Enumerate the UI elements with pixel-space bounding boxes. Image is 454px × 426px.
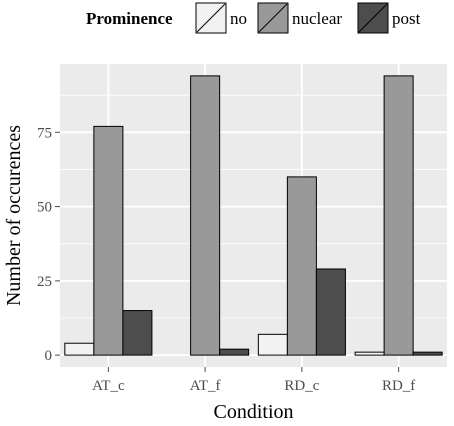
bar-nuclear-AT_c (93, 125, 124, 356)
legend-key-diagonal (258, 3, 288, 33)
legend: Prominence no nuclear post (86, 2, 421, 34)
legend-key-diagonal (358, 3, 388, 33)
legend-item-nuclear: nuclear (257, 2, 342, 34)
bar-nuclear-AT_f (190, 75, 221, 356)
y-axis: 0 25 50 75 (37, 125, 60, 364)
legend-item-post: post (357, 2, 421, 34)
bar-post-AT_c (122, 310, 153, 356)
x-tick-label: RD_c (284, 378, 319, 394)
legend-item-no: no (195, 2, 247, 34)
bar-no-RD_f (354, 351, 385, 356)
y-tick-label: 50 (37, 200, 52, 216)
y-tick-label: 25 (37, 274, 52, 290)
x-axis: AT_c AT_f RD_c RD_f (92, 367, 415, 394)
x-tick-label: AT_c (92, 378, 125, 394)
bars (64, 75, 443, 356)
legend-label-nuclear: nuclear (292, 9, 342, 28)
legend-key-diagonal (196, 3, 226, 33)
legend-title: Prominence (86, 9, 173, 28)
bar-post-RD_f (412, 351, 443, 356)
x-tick-label: AT_f (190, 378, 221, 394)
legend-label-post: post (392, 9, 421, 28)
bar-no-RD_c (257, 333, 288, 356)
bar-post-RD_c (315, 268, 346, 356)
bar-nuclear-RD_f (383, 75, 414, 356)
bar-post-AT_f (219, 348, 250, 356)
legend-label-no: no (230, 9, 247, 28)
y-tick-label: 0 (45, 348, 53, 364)
y-axis-title: Number of occurences (3, 125, 25, 306)
x-axis-title: Condition (213, 401, 293, 423)
y-tick-label: 75 (37, 125, 52, 141)
bar-nuclear-RD_c (286, 176, 317, 356)
x-tick-label: RD_f (382, 378, 415, 394)
bar-no-AT_c (64, 342, 95, 356)
